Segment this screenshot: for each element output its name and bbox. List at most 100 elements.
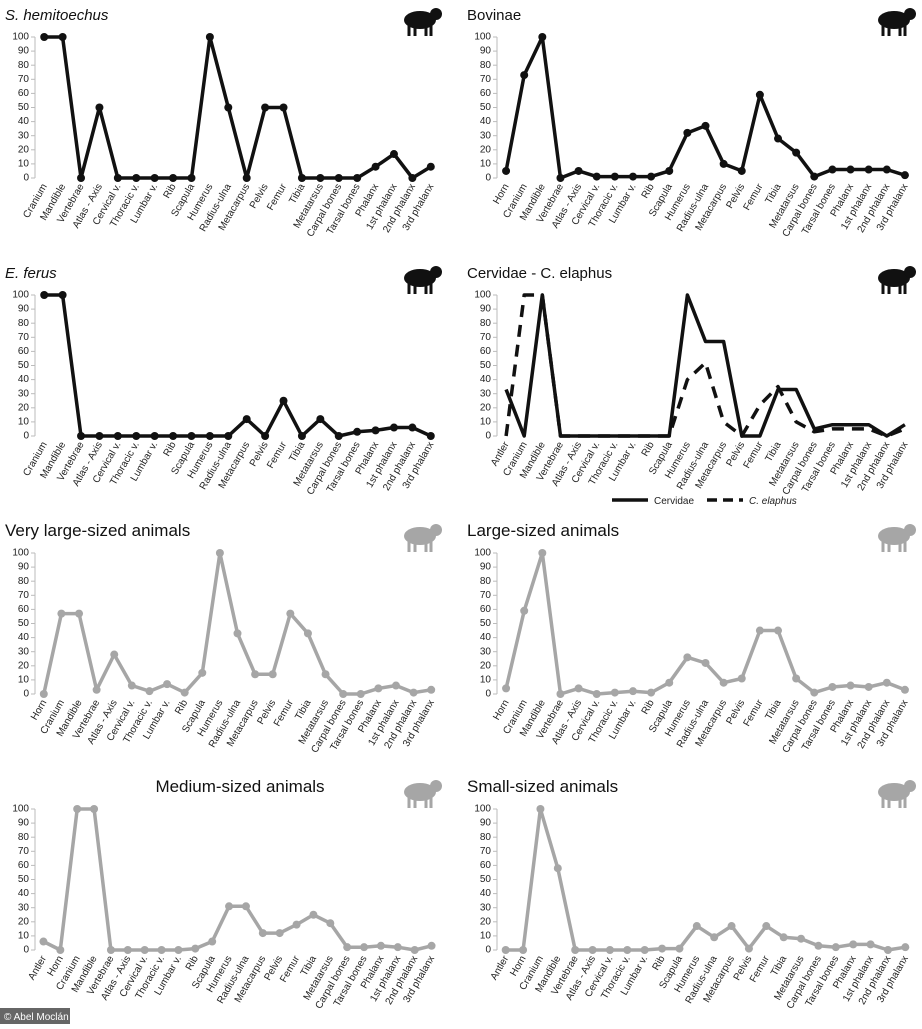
icon-leg [407,24,411,36]
data-point [140,946,149,954]
data-point [538,549,547,557]
data-point [389,423,398,432]
data-point [592,172,601,181]
data-point [628,172,637,181]
data-point [292,920,301,929]
data-point [187,432,196,440]
y-tick-label: 90 [18,818,30,829]
chart-title: Small-sized animals [467,777,618,796]
data-point [205,33,214,41]
icon-body [878,527,910,545]
data-point [737,674,746,683]
data-point [316,415,325,424]
data-point [792,674,801,683]
icon-leg [881,282,885,294]
icon-leg [903,24,907,36]
icon-leg [887,24,891,36]
icon-head [904,8,916,20]
icon-head [430,8,442,20]
data-point [814,941,823,950]
icon-head [904,266,916,278]
data-point [623,946,632,954]
data-point [309,910,318,919]
data-point [774,626,783,635]
y-tick-label: 70 [480,332,492,343]
y-tick-label: 20 [480,144,492,155]
data-point [374,684,383,693]
y-tick-label: 10 [480,931,492,942]
legend-label: Cervidae [654,496,694,507]
icon-head [430,780,442,792]
icon-leg [429,540,433,552]
data-point [427,685,436,694]
data-point [426,162,435,171]
data-point [605,946,614,954]
y-tick-label: 20 [480,916,492,927]
y-tick-label: 70 [18,74,30,85]
data-point [592,690,601,698]
icon-body [404,11,436,29]
data-point [901,943,910,952]
icon-leg [881,540,885,552]
y-tick-label: 90 [480,818,492,829]
y-tick-label: 60 [480,88,492,99]
y-tick-label: 50 [480,874,492,885]
data-point [261,432,270,440]
data-point [224,103,233,112]
chart-title: Very large-sized animals [5,521,190,540]
data-point [408,174,417,182]
y-tick-label: 100 [474,548,491,559]
icon-body [404,269,436,287]
data-point [169,174,178,182]
y-tick-label: 0 [23,689,29,700]
y-tick-label: 90 [480,46,492,57]
data-point [556,690,565,698]
y-tick-label: 0 [485,689,491,700]
icon-leg [898,796,902,808]
data-point [628,687,637,696]
y-tick-label: 10 [18,417,30,428]
y-tick-label: 80 [18,318,30,329]
y-tick-label: 0 [23,431,29,442]
data-point [900,685,909,694]
y-tick-label: 80 [18,576,30,587]
data-point [849,940,858,949]
icon-leg [887,282,891,294]
data-line [504,293,906,438]
y-tick-label: 60 [18,346,30,357]
data-point [536,805,545,813]
data-point [640,946,649,954]
data-point [727,922,736,931]
data-point [553,864,562,873]
data-point [343,943,352,952]
data-point [701,658,710,667]
icon-leg [429,24,433,36]
chart-title: E. ferus [5,265,57,282]
data-point [251,670,260,679]
animal-icon [878,8,916,36]
icon-leg [898,24,902,36]
y-tick-label: 50 [480,618,492,629]
icon-body [878,269,910,287]
y-tick-label: 90 [480,562,492,573]
data-point [225,902,234,911]
animal-icon [404,8,442,36]
y-tick-label: 100 [12,548,29,559]
icon-leg [881,24,885,36]
data-point [127,681,136,690]
data-point [258,929,267,938]
icon-leg [413,282,417,294]
credit: © Abel Moclán [4,1012,69,1023]
data-point [150,174,159,182]
data-point [145,687,154,696]
icon-body [878,783,910,801]
data-point [40,291,49,299]
y-tick-label: 100 [474,804,491,815]
chart-title: Large-sized animals [467,521,619,540]
animal-icon [404,266,442,294]
y-tick-label: 100 [474,32,491,43]
data-point [755,90,764,99]
y-tick-label: 90 [18,46,30,57]
data-point [864,682,873,691]
